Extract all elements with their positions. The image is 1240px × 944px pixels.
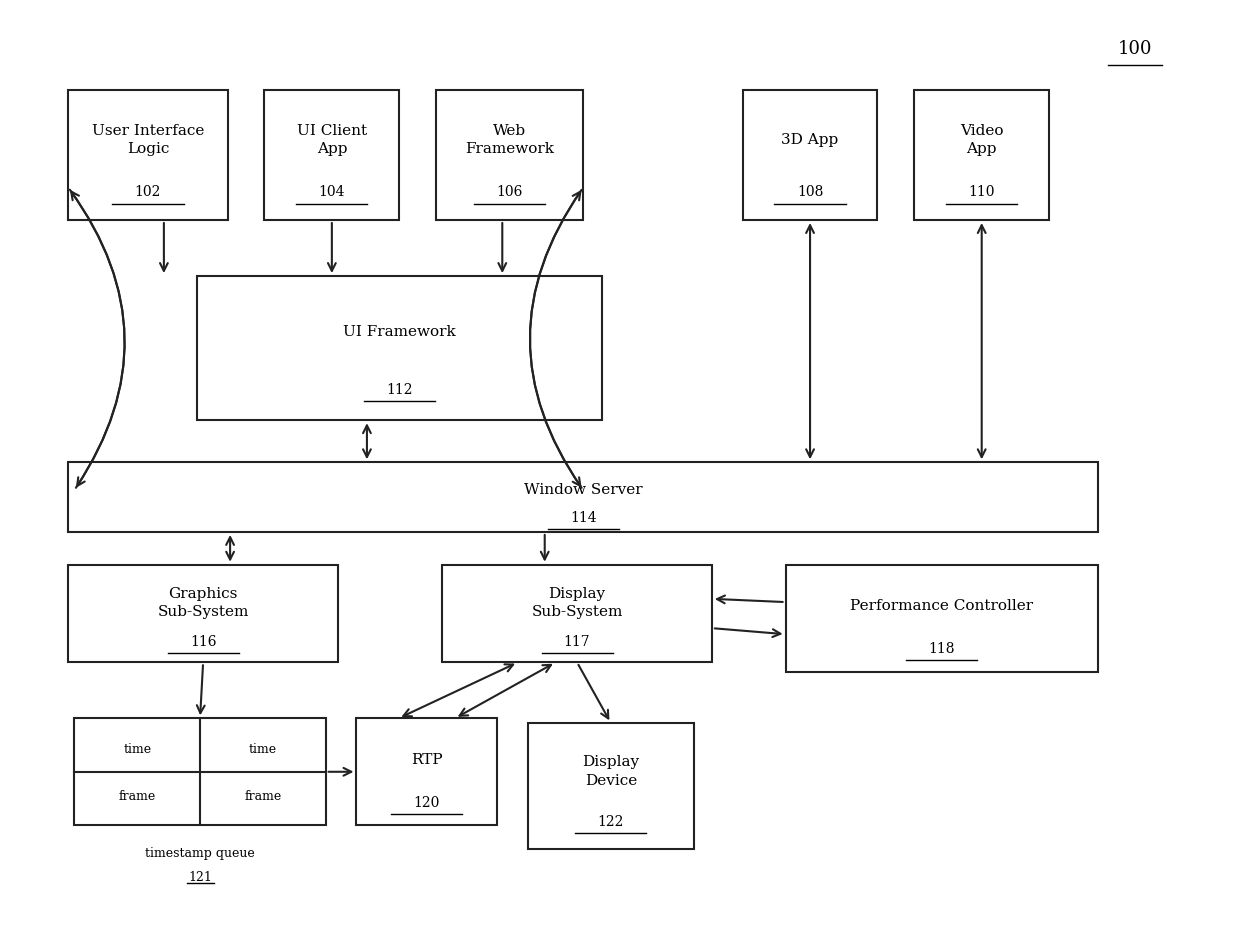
FancyBboxPatch shape xyxy=(197,277,601,421)
FancyBboxPatch shape xyxy=(436,91,583,221)
Text: 106: 106 xyxy=(496,185,523,199)
Text: Display
Device: Display Device xyxy=(583,754,640,787)
FancyBboxPatch shape xyxy=(356,718,497,825)
Text: 114: 114 xyxy=(570,510,596,524)
Text: 110: 110 xyxy=(968,185,994,199)
Text: Web
Framework: Web Framework xyxy=(465,124,554,157)
Text: 116: 116 xyxy=(190,634,216,649)
FancyBboxPatch shape xyxy=(68,565,339,663)
Text: frame: frame xyxy=(244,789,281,802)
FancyBboxPatch shape xyxy=(74,718,326,825)
FancyBboxPatch shape xyxy=(443,565,712,663)
FancyBboxPatch shape xyxy=(68,91,228,221)
FancyBboxPatch shape xyxy=(528,723,693,849)
Text: UI Client
App: UI Client App xyxy=(296,124,367,157)
Text: Video
App: Video App xyxy=(960,124,1003,157)
Text: RTP: RTP xyxy=(412,752,443,767)
Text: 104: 104 xyxy=(319,185,345,199)
Text: 108: 108 xyxy=(797,185,823,199)
Text: time: time xyxy=(123,742,151,755)
Text: 3D App: 3D App xyxy=(781,133,838,147)
Text: UI Framework: UI Framework xyxy=(343,325,455,339)
Text: 102: 102 xyxy=(135,185,161,199)
Text: timestamp queue: timestamp queue xyxy=(145,846,255,859)
Text: User Interface
Logic: User Interface Logic xyxy=(92,124,205,157)
Text: Performance Controller: Performance Controller xyxy=(851,598,1033,613)
Text: frame: frame xyxy=(119,789,156,802)
Text: 122: 122 xyxy=(598,814,624,828)
Text: Graphics
Sub-System: Graphics Sub-System xyxy=(157,586,249,618)
Text: 120: 120 xyxy=(414,795,440,809)
FancyBboxPatch shape xyxy=(743,91,878,221)
Text: 112: 112 xyxy=(386,382,413,396)
Text: 118: 118 xyxy=(929,642,955,655)
FancyBboxPatch shape xyxy=(264,91,399,221)
Text: time: time xyxy=(249,742,277,755)
FancyBboxPatch shape xyxy=(914,91,1049,221)
FancyBboxPatch shape xyxy=(785,565,1099,672)
Text: 117: 117 xyxy=(564,634,590,649)
Text: Window Server: Window Server xyxy=(525,482,642,497)
Text: 100: 100 xyxy=(1117,40,1152,58)
FancyBboxPatch shape xyxy=(68,463,1099,532)
Text: 121: 121 xyxy=(188,870,212,883)
Text: Display
Sub-System: Display Sub-System xyxy=(532,586,622,618)
